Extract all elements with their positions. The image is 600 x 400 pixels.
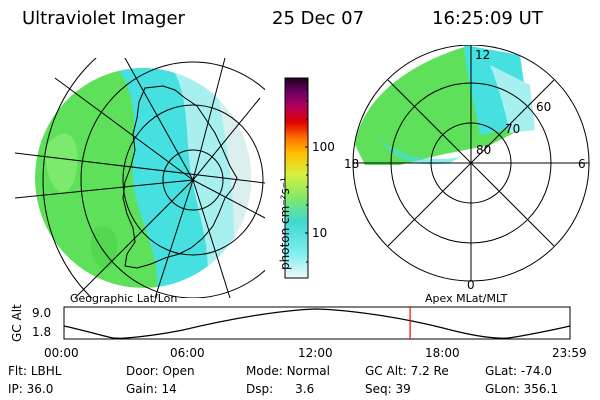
glon-label: GLon:: [485, 382, 520, 396]
mode-label: Mode:: [246, 364, 283, 378]
gain-label: Gain:: [126, 382, 158, 396]
ip-label: IP:: [8, 382, 23, 396]
status-flt: Flt: LBHL: [8, 364, 61, 378]
altitude-ytick-low: 1.8: [32, 325, 52, 339]
mlat-label-80: 80: [476, 143, 491, 157]
mlat-label-70: 70: [505, 122, 520, 136]
altitude-xtick-1: 06:00: [170, 346, 205, 360]
mlat-label-60: 60: [536, 100, 551, 114]
seq-label: Seq:: [365, 382, 392, 396]
colorbar-scale: [284, 77, 309, 279]
geographic-image: [15, 58, 265, 298]
status-ip: IP: 36.0: [8, 382, 53, 396]
altitude-ytick-high: 9.0: [32, 306, 52, 320]
seq-value: 39: [395, 382, 411, 396]
gcalt-label: GC Alt:: [365, 364, 407, 378]
door-value: Open: [162, 364, 195, 378]
altitude-plot: [63, 306, 571, 340]
mlt-label-18: 18: [344, 157, 359, 171]
altitude-xtick-4: 23:59: [552, 346, 587, 360]
mlt-label-12: 12: [475, 48, 490, 62]
glon-value: 356.1: [523, 382, 558, 396]
dsp-value: 3.6: [295, 382, 315, 396]
colorbar-unit-label: photon cm⁻²s⁻¹: [278, 177, 292, 270]
colorbar-tick-10: 10: [312, 226, 328, 240]
status-door: Door: Open: [126, 364, 195, 378]
altitude-curve: [63, 308, 571, 339]
colorbar: [284, 77, 309, 279]
gcalt-value: 7.2 Re: [410, 364, 449, 378]
status-gain: Gain: 14: [126, 382, 177, 396]
time-label: 16:25:09 UT: [432, 8, 543, 29]
colorbar-tick-100: 100: [312, 140, 335, 154]
ip-value: 36.0: [26, 382, 54, 396]
polar-mlt-plot: 12 18 6 0 60 70 80: [344, 45, 590, 292]
status-glat: GLat: -74.0: [485, 364, 552, 378]
status-dsp: Dsp: 3.6: [246, 382, 314, 396]
glat-label: GLat:: [485, 364, 518, 378]
polar-grid: [352, 45, 590, 282]
flt-label: Flt:: [8, 364, 27, 378]
status-glon: GLon: 356.1: [485, 382, 558, 396]
status-seq: Seq: 39: [365, 382, 411, 396]
altitude-xtick-3: 18:00: [425, 346, 460, 360]
altitude-xtick-2: 12:00: [298, 346, 333, 360]
status-mode: Mode: Normal: [246, 364, 330, 378]
mlt-label-0: 0: [467, 278, 475, 292]
altitude-xtick-0: 00:00: [44, 346, 79, 360]
gain-value: 14: [161, 382, 177, 396]
date-label: 25 Dec 07: [272, 8, 365, 29]
status-gcalt: GC Alt: 7.2 Re: [365, 364, 449, 378]
altitude-ylabel: GC Alt: [10, 304, 24, 342]
geo-grid: [15, 58, 265, 298]
dsp-label: Dsp:: [246, 382, 274, 396]
coastline: [122, 85, 238, 269]
geographic-panel-label: Geographic Lat/Lon: [70, 292, 178, 305]
colorbar-ticks: [305, 88, 308, 263]
altitude-plot-frame: [63, 306, 571, 340]
aurora-emission-right: [355, 45, 535, 165]
flt-value: LBHL: [30, 364, 62, 378]
instrument-title: Ultraviolet Imager: [22, 8, 185, 29]
aurora-emission-left: [35, 68, 251, 288]
apex-panel-label: Apex MLat/MLT: [425, 292, 508, 305]
mlt-label-6: 6: [578, 157, 586, 171]
mode-value: Normal: [286, 364, 330, 378]
door-label: Door:: [126, 364, 159, 378]
glat-value: -74.0: [520, 364, 552, 378]
